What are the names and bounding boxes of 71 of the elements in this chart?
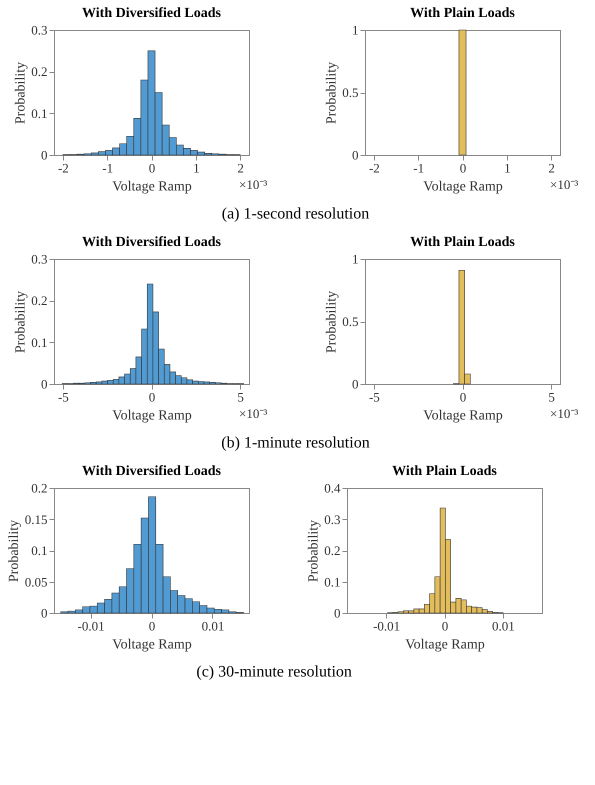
y-tick-label: 0.2: [324, 543, 340, 558]
x-tick-label: -5: [58, 390, 69, 404]
y-tick-label: 0.3: [31, 252, 48, 266]
y-tick-label: 0.5: [342, 314, 358, 329]
x-axis-title: Voltage Ramp: [423, 180, 503, 194]
x-tick-label: -2: [368, 160, 380, 176]
y-axis-title: Probability: [13, 290, 28, 354]
x-tick-label: 0: [460, 160, 466, 176]
chart-title: With Diversified Loads: [82, 464, 222, 479]
x-tick-label: -1: [413, 160, 424, 176]
text: (b) 1-minute resolution: [221, 434, 370, 452]
x-axis-title: Voltage Ramp: [423, 408, 503, 424]
y-axis-title: Probability: [6, 520, 22, 582]
y-tick-label: 0.2: [31, 293, 48, 308]
x-tick-label: 0: [442, 618, 448, 634]
x-tick-label: -2: [58, 160, 69, 176]
x-tick-label: 0: [148, 618, 156, 634]
x-tick-label: 0: [460, 390, 466, 404]
chart-title: With Plain Loads: [392, 464, 498, 479]
x-tick-label: -5: [368, 390, 380, 404]
x-tick-label: 5: [237, 390, 244, 404]
y-tick-label: 0: [41, 376, 48, 392]
x-axis-title: Voltage Ramp: [112, 408, 192, 424]
x-tick-label: 2: [237, 160, 244, 176]
y-tick-label: 1: [352, 22, 358, 38]
text: ×10⁻³: [239, 177, 268, 192]
y-tick-label: 0: [41, 148, 48, 162]
x-tick-label: -0.01: [78, 618, 105, 634]
y-axis-title: Probability: [306, 520, 322, 582]
y-axis-title: Probability: [324, 290, 340, 354]
x-tick-label: 0.01: [202, 618, 224, 634]
y-tick-label: 0.3: [31, 22, 48, 38]
x-tick-label: -0.01: [373, 618, 400, 634]
y-tick-label: 0.1: [31, 543, 48, 558]
y-tick-label: 0.1: [31, 334, 48, 350]
y-tick-label: 0.15: [24, 512, 48, 527]
y-tick-label: 0: [352, 148, 358, 162]
y-tick-label: 0: [41, 606, 48, 620]
y-tick-label: 0.5: [342, 85, 358, 100]
chart-title: With Plain Loads: [410, 235, 516, 250]
x-tick-label: 1: [193, 160, 200, 176]
y-tick-label: 0.3: [324, 512, 340, 527]
y-axis-title: Probability: [324, 62, 340, 124]
x-tick-label: 5: [548, 390, 555, 404]
text: ×10⁻³: [550, 177, 578, 192]
y-tick-label: 0.1: [31, 106, 48, 121]
text: (c) 30-minute resolution: [196, 664, 352, 680]
x-axis-title: Voltage Ramp: [405, 638, 485, 652]
y-tick-label: 0.4: [324, 480, 341, 496]
chart-title: With Plain Loads: [410, 6, 516, 21]
chart-title: With Diversified Loads: [82, 6, 222, 21]
chart-title: With Diversified Loads: [82, 235, 222, 250]
y-tick-label: 0.2: [31, 480, 48, 496]
text: ×10⁻³: [550, 406, 578, 421]
text: ×10⁻³: [239, 406, 268, 421]
y-tick-label: 0.2: [31, 64, 48, 80]
x-tick-label: -1: [102, 160, 114, 176]
y-tick-label: 0.1: [324, 574, 340, 590]
y-axis-title: Probability: [13, 62, 28, 124]
x-tick-label: 0: [148, 390, 156, 404]
y-tick-label: 0.05: [24, 574, 48, 590]
text: (a) 1-second resolution: [222, 206, 370, 222]
y-tick-label: 0: [334, 606, 340, 620]
x-tick-label: 2: [548, 160, 555, 176]
x-tick-label: 1: [504, 160, 511, 176]
y-tick-label: 1: [352, 252, 358, 266]
y-tick-label: 0: [352, 376, 358, 392]
x-axis-title: Voltage Ramp: [112, 180, 192, 194]
x-tick-label: 0.01: [492, 618, 515, 634]
x-tick-label: 0: [148, 160, 156, 176]
x-axis-title: Voltage Ramp: [112, 638, 192, 652]
